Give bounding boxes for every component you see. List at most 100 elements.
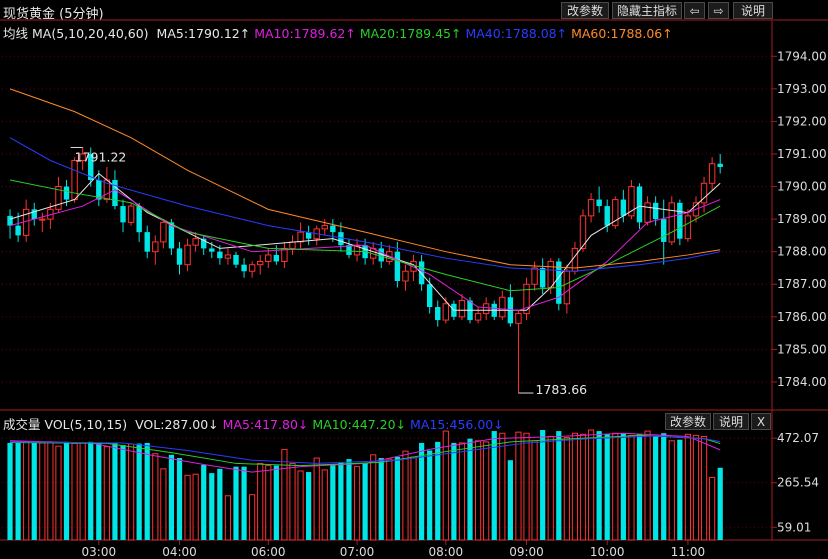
volume-bar: [596, 431, 602, 540]
volume-bar: [507, 460, 513, 540]
change-params-button[interactable]: 改参数: [561, 2, 609, 19]
candle-body: [297, 231, 304, 243]
volume-bar: [273, 465, 279, 540]
volume-bar: [160, 468, 167, 541]
candle-body: [620, 199, 627, 216]
volume-bar: [330, 464, 336, 540]
price-tick-label: 1793.00: [777, 82, 827, 96]
candle-body: [482, 303, 490, 315]
candle-body: [39, 218, 46, 221]
candle-body: [668, 202, 675, 243]
volume-tick-label: 59.01: [777, 520, 811, 534]
volume-bar: [620, 433, 626, 540]
ma40-line: [9, 137, 721, 272]
candle-body: [7, 215, 13, 226]
candle-body: [192, 238, 199, 246]
candle-body: [451, 303, 457, 317]
candle-body: [717, 163, 723, 168]
volume-bar: [209, 473, 215, 540]
candle-body: [22, 208, 30, 236]
volume-bar: [96, 442, 102, 540]
volume-bar: [653, 436, 659, 540]
candle-body: [612, 199, 619, 227]
volume-bar: [176, 458, 183, 540]
volume-bar: [136, 443, 142, 540]
candle-body: [636, 186, 643, 223]
candle-body: [305, 232, 312, 239]
time-tick-label: 06:00: [251, 545, 286, 559]
candle-body: [587, 199, 595, 217]
volume-bar: [313, 457, 320, 541]
candle-body: [47, 208, 54, 220]
candle-body: [467, 300, 473, 321]
price-tick-label: 1785.00: [777, 342, 827, 356]
volume-bar: [394, 456, 400, 540]
volume-bar: [265, 465, 272, 541]
volume-bar: [224, 495, 232, 541]
hide-indicator-button[interactable]: 隐藏主指标: [612, 2, 682, 19]
volume-bar: [451, 442, 457, 540]
vol-label: 成交量: [3, 417, 41, 432]
candle-body: [531, 267, 538, 285]
candle-body: [507, 297, 514, 324]
price-tick-label: 1788.00: [777, 245, 827, 259]
volume-bar: [419, 442, 425, 540]
volume-bar: [112, 443, 118, 540]
candle-body: [369, 247, 377, 259]
volume-bar: [338, 462, 344, 540]
vol-change-params-button[interactable]: 改参数: [665, 413, 711, 430]
candle-body: [168, 222, 175, 249]
candle-body: [338, 232, 344, 246]
candle-body: [79, 153, 86, 161]
volume-bar: [241, 466, 247, 540]
volume-bar: [677, 439, 683, 540]
vol-value-2: MA10:447.20↓: [312, 417, 407, 432]
volume-bar: [23, 441, 30, 541]
candle-body: [257, 260, 264, 266]
arrow-left-button[interactable]: ⇦: [684, 2, 705, 19]
volume-bar: [71, 442, 78, 541]
volume-bar: [587, 429, 595, 541]
candle-body: [661, 219, 667, 242]
candle-body: [241, 264, 247, 272]
vol-params: VOL(5,10,15): [44, 417, 128, 432]
volume-bar: [103, 446, 110, 541]
volume-bar: [217, 468, 223, 540]
candle-body: [120, 206, 126, 223]
candle-body: [136, 206, 142, 233]
candle-body: [96, 180, 102, 200]
candle-body: [523, 283, 530, 315]
help-button[interactable]: 说明: [733, 2, 773, 19]
price-tick-label: 1791.00: [777, 147, 827, 161]
low-price-label: 1783.66: [535, 382, 587, 397]
volume-tick-label: 472.07: [777, 431, 819, 445]
candle-body: [209, 248, 215, 252]
ma20-line: [9, 179, 721, 292]
volume-bar: [233, 466, 239, 540]
volume-bar: [7, 442, 13, 540]
price-tick-label: 1794.00: [777, 49, 827, 63]
candle-body: [176, 248, 183, 265]
volume-bar: [63, 441, 70, 540]
ma-value-4: MA60:1788.06↑: [571, 26, 673, 41]
volume-bar: [531, 440, 538, 541]
volume-bar: [579, 433, 587, 541]
candle-body: [265, 254, 272, 262]
candle-body: [160, 221, 167, 243]
vol-value-3: MA15:456.00↓: [410, 417, 504, 432]
volume-bar: [201, 464, 207, 540]
arrow-right-button[interactable]: ⇨: [708, 2, 729, 19]
candle-body: [71, 159, 78, 201]
volume-bar: [289, 462, 296, 541]
volume-bar: [692, 434, 700, 541]
vol-close-button[interactable]: X: [751, 413, 771, 430]
candle-body: [677, 202, 683, 239]
candle-body: [248, 264, 256, 272]
candle-body: [386, 251, 393, 262]
arrow-right-icon: ⇨: [713, 4, 724, 18]
candle-body: [313, 228, 320, 240]
candle-body: [201, 238, 207, 249]
price-tick-label: 1787.00: [777, 277, 827, 291]
vol-help-button[interactable]: 说明: [713, 413, 749, 430]
